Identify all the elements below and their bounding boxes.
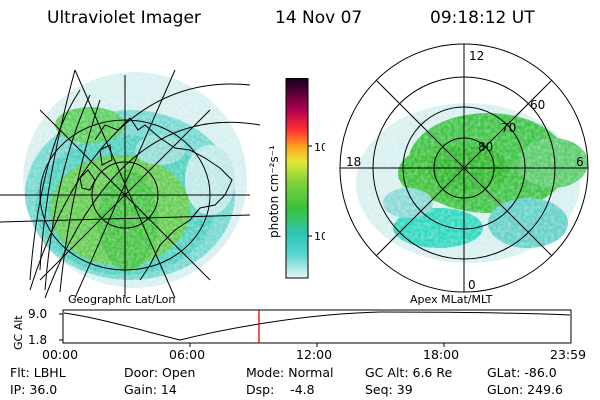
time-tick-1800: 18:00	[423, 347, 460, 362]
param-door: Door: Open	[124, 365, 196, 380]
time-tick-0600: 06:00	[169, 347, 206, 362]
mlat-label-80: 80	[478, 140, 493, 154]
mlt-label-18: 18	[346, 155, 361, 169]
param-gain: Gain: 14	[124, 382, 177, 397]
apex-grid	[339, 43, 589, 293]
colorbar: 100 10 photon cm⁻²s⁻¹	[267, 78, 325, 279]
param-seq: Seq: 39	[365, 382, 413, 397]
geographic-emission	[23, 72, 247, 288]
param-gc-alt: GC Alt: 6.6 Re	[365, 365, 453, 380]
colorbar-unit-label: photon cm⁻²s⁻¹	[267, 145, 281, 238]
geographic-image	[0, 69, 261, 298]
instrument-title: Ultraviolet Imager	[47, 8, 201, 28]
param-filter: Flt: LBHL	[10, 365, 66, 380]
altitude-curve	[63, 311, 571, 341]
apex-polar-plot: 12 18 6 0 60 70 80	[339, 43, 589, 293]
altitude-plot: GC Alt 9.0 1.8	[12, 307, 572, 350]
time-tick-1200: 12:00	[296, 347, 333, 362]
mlt-label-6: 6	[576, 155, 584, 169]
mlat-label-60: 60	[530, 98, 545, 112]
param-dsp: Dsp: -4.8	[246, 382, 315, 397]
mlat-label-70: 70	[501, 121, 516, 135]
param-glon: GLon: 249.6	[487, 382, 563, 397]
altitude-ytick-high: 9.0	[28, 307, 47, 321]
date-label: 14 Nov 07	[275, 8, 363, 28]
altitude-ylabel: GC Alt	[12, 315, 25, 350]
altitude-plot-frame	[62, 309, 572, 344]
colorbar-tick-100: 100	[314, 141, 325, 154]
altitude-ytick-low: 1.8	[28, 333, 47, 347]
mlt-label-12: 12	[469, 49, 484, 63]
param-glat: GLat: -86.0	[487, 365, 557, 380]
param-ip: IP: 36.0	[10, 382, 58, 397]
colorbar-scale	[285, 78, 309, 279]
mlt-label-0: 0	[468, 278, 476, 292]
colorbar-tick-10: 10	[314, 230, 325, 243]
apex-caption: Apex MLat/MLT	[410, 293, 493, 306]
time-tick-0000: 00:00	[42, 347, 79, 362]
time-tick-2359: 23:59	[550, 347, 587, 362]
param-mode: Mode: Normal	[246, 365, 334, 380]
geographic-grid	[0, 69, 261, 298]
geographic-caption: Geographic Lat/Lon	[68, 293, 176, 306]
time-label: 09:18:12 UT	[430, 8, 535, 28]
